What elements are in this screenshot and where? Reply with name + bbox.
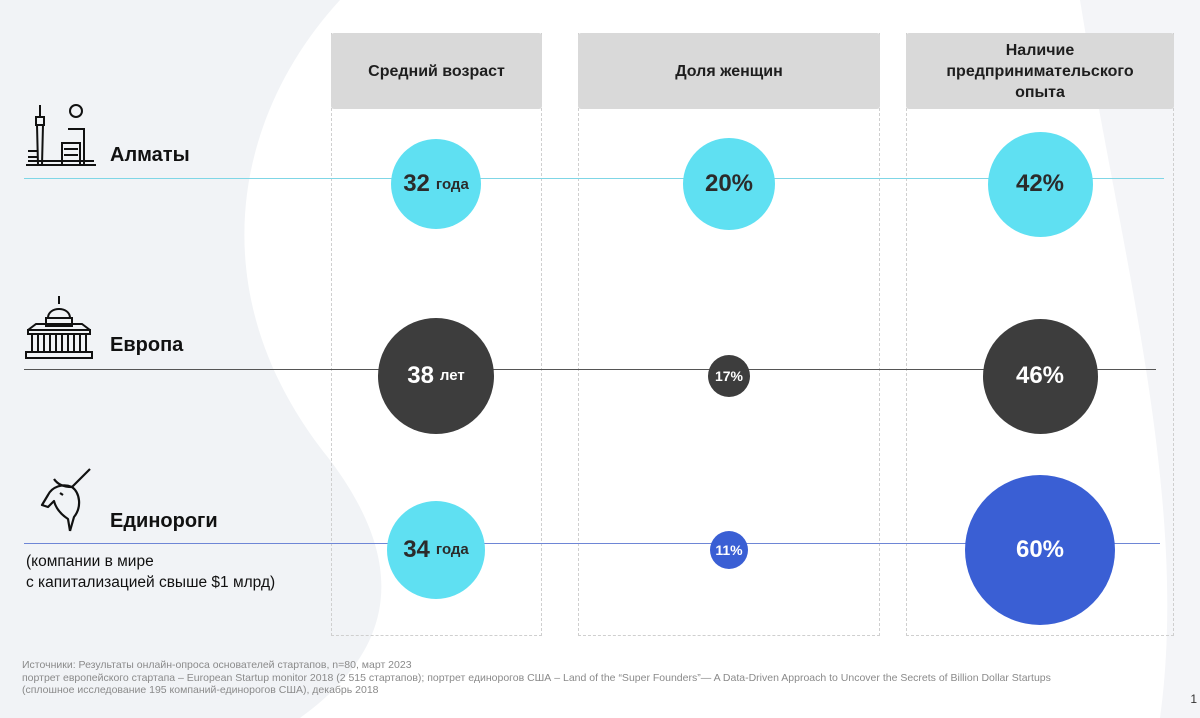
bubble-unit: лет	[439, 367, 465, 385]
row-label-unicorns: Единороги	[110, 510, 218, 532]
bubble-europe-experience: 46%	[982, 318, 1098, 434]
row-line-unicorns	[24, 543, 1160, 544]
bubble-unicorns-experience: 60%	[965, 475, 1115, 625]
bubble-value: 34	[403, 535, 430, 563]
bubble-value: 32	[403, 170, 430, 197]
bubble-value: 60%	[1015, 536, 1065, 563]
bubble-almaty-experience: 42%	[987, 131, 1093, 237]
column-header-women: Доля женщин	[578, 33, 880, 109]
row-note-unicorns: (компании в мире с капитализацией свыше …	[26, 553, 276, 591]
column-frame-experience	[906, 33, 1174, 636]
column-header-age: Средний возраст	[331, 33, 542, 109]
unicorn-head-icon	[40, 468, 91, 532]
column-frame-age	[331, 33, 542, 636]
bubble-almaty-age: 32 года	[391, 139, 481, 229]
bubble-value: 38	[407, 361, 434, 389]
row-label-almaty: Алматы	[110, 144, 190, 166]
page-number: 1	[1190, 692, 1197, 706]
bubble-unicorns-women: 11%	[710, 531, 748, 569]
bubble-value: 11%	[715, 542, 743, 558]
bubble-unit: года	[435, 541, 469, 559]
bubble-unit: года	[435, 175, 469, 193]
column-header-experience: Наличие предпринимательского опыта	[906, 33, 1174, 109]
bubble-almaty-women: 20%	[683, 138, 775, 230]
row-line-europe	[24, 369, 1156, 370]
capitol-building-icon	[25, 296, 93, 359]
city-skyline-icon	[26, 104, 96, 166]
bubble-unicorns-age: 34 года	[386, 500, 486, 600]
column-frame-women	[578, 33, 880, 636]
bubble-value: 46%	[1015, 362, 1065, 389]
sources-footnote: Источники: Результаты онлайн-опроса осно…	[22, 659, 1051, 696]
bubble-europe-women: 17%	[708, 355, 750, 397]
bubble-value: 17%	[714, 368, 744, 384]
row-line-almaty	[24, 178, 1164, 179]
row-label-europe: Европа	[110, 334, 184, 356]
bubble-value: 42%	[1015, 170, 1065, 197]
bubble-value: 20%	[704, 170, 754, 197]
bubble-europe-age: 38 лет	[378, 318, 494, 434]
